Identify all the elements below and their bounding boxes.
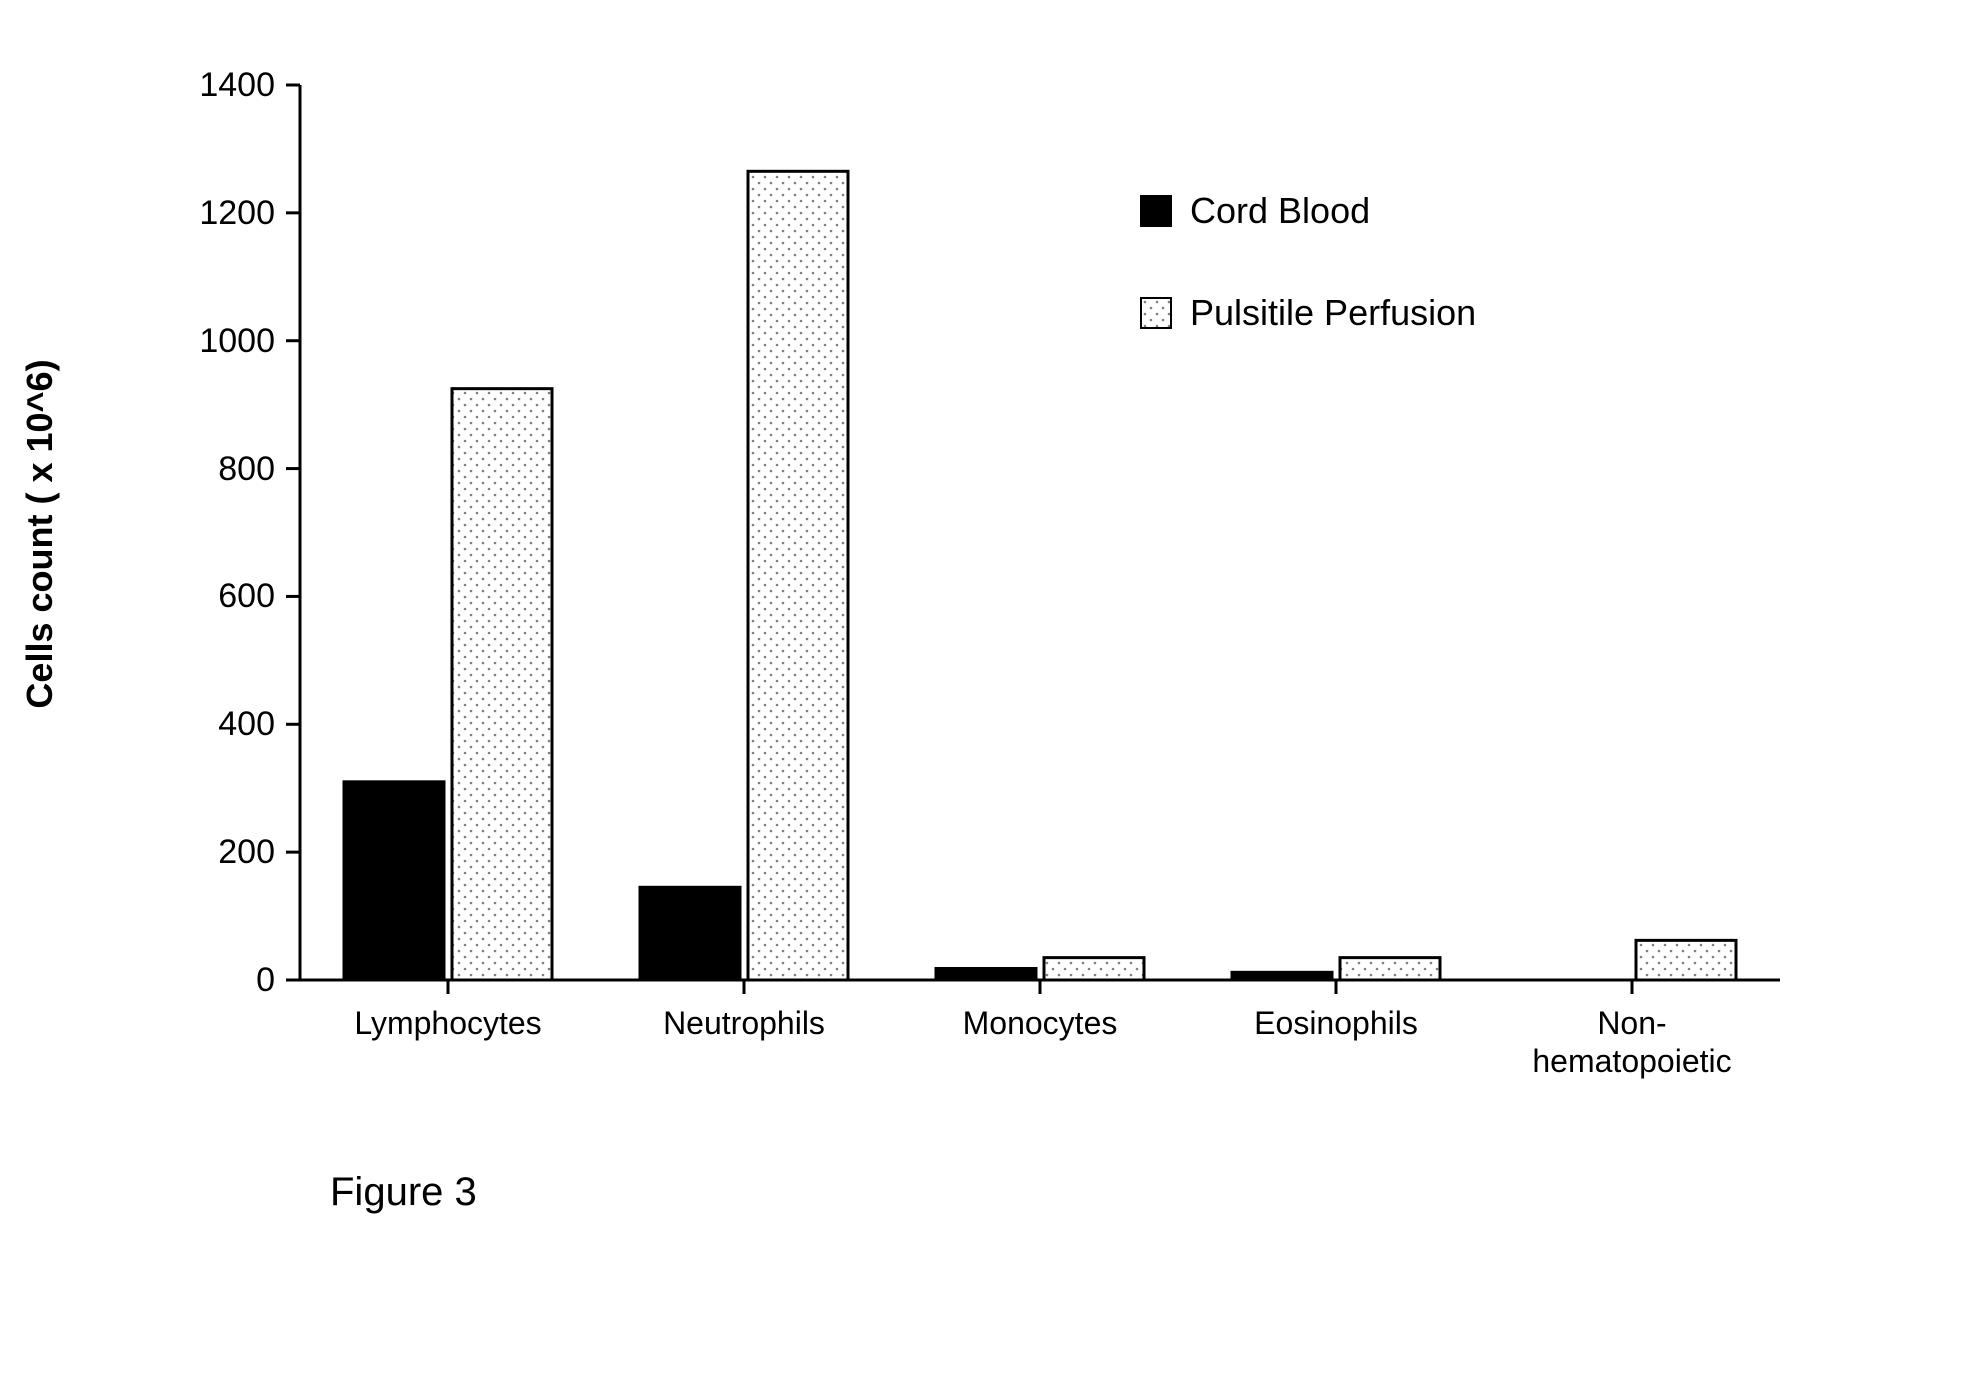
y-tick-400: 400 — [160, 705, 275, 744]
y-axis-label: Cells count ( x 10^6) — [19, 234, 61, 834]
y-tick-1400: 1400 — [160, 66, 275, 105]
legend: Cord Blood Pulsitile Perfusion — [1140, 190, 1476, 394]
bar-cord-blood-0 — [344, 782, 444, 980]
y-tick-200: 200 — [160, 833, 275, 872]
category-label-3: Eosinophils — [1188, 1004, 1484, 1042]
category-label-1: Neutrophils — [596, 1004, 892, 1042]
y-tick-0: 0 — [160, 961, 275, 1000]
legend-label-pulsitile-perfusion: Pulsitile Perfusion — [1190, 292, 1476, 334]
y-tick-1200: 1200 — [160, 194, 275, 233]
y-tick-600: 600 — [160, 577, 275, 616]
category-label-4: Non- hematopoietic — [1484, 1004, 1780, 1081]
legend-swatch-cord-blood — [1140, 195, 1172, 227]
bar-pulsitile-perfusion-4 — [1636, 940, 1736, 980]
bar-pulsitile-perfusion-0 — [452, 389, 552, 980]
bar-cord-blood-2 — [936, 968, 1036, 980]
chart-svg — [0, 0, 1975, 1381]
chart-page: Cells count ( x 10^6) 0 200 400 600 800 1000 1… — [0, 0, 1975, 1381]
y-tick-1000: 1000 — [160, 322, 275, 361]
legend-item-pulsitile-perfusion: Pulsitile Perfusion — [1140, 292, 1476, 334]
bar-pulsitile-perfusion-1 — [748, 171, 848, 980]
legend-label-cord-blood: Cord Blood — [1190, 190, 1370, 232]
legend-item-cord-blood: Cord Blood — [1140, 190, 1476, 232]
figure-caption: Figure 3 — [330, 1170, 477, 1215]
legend-swatch-pulsitile-perfusion — [1140, 297, 1172, 329]
bar-pulsitile-perfusion-2 — [1044, 958, 1144, 980]
category-label-2: Monocytes — [892, 1004, 1188, 1042]
bar-cord-blood-1 — [640, 887, 740, 980]
category-label-0: Lymphocytes — [300, 1004, 596, 1042]
bar-pulsitile-perfusion-3 — [1340, 958, 1440, 980]
y-tick-800: 800 — [160, 450, 275, 489]
